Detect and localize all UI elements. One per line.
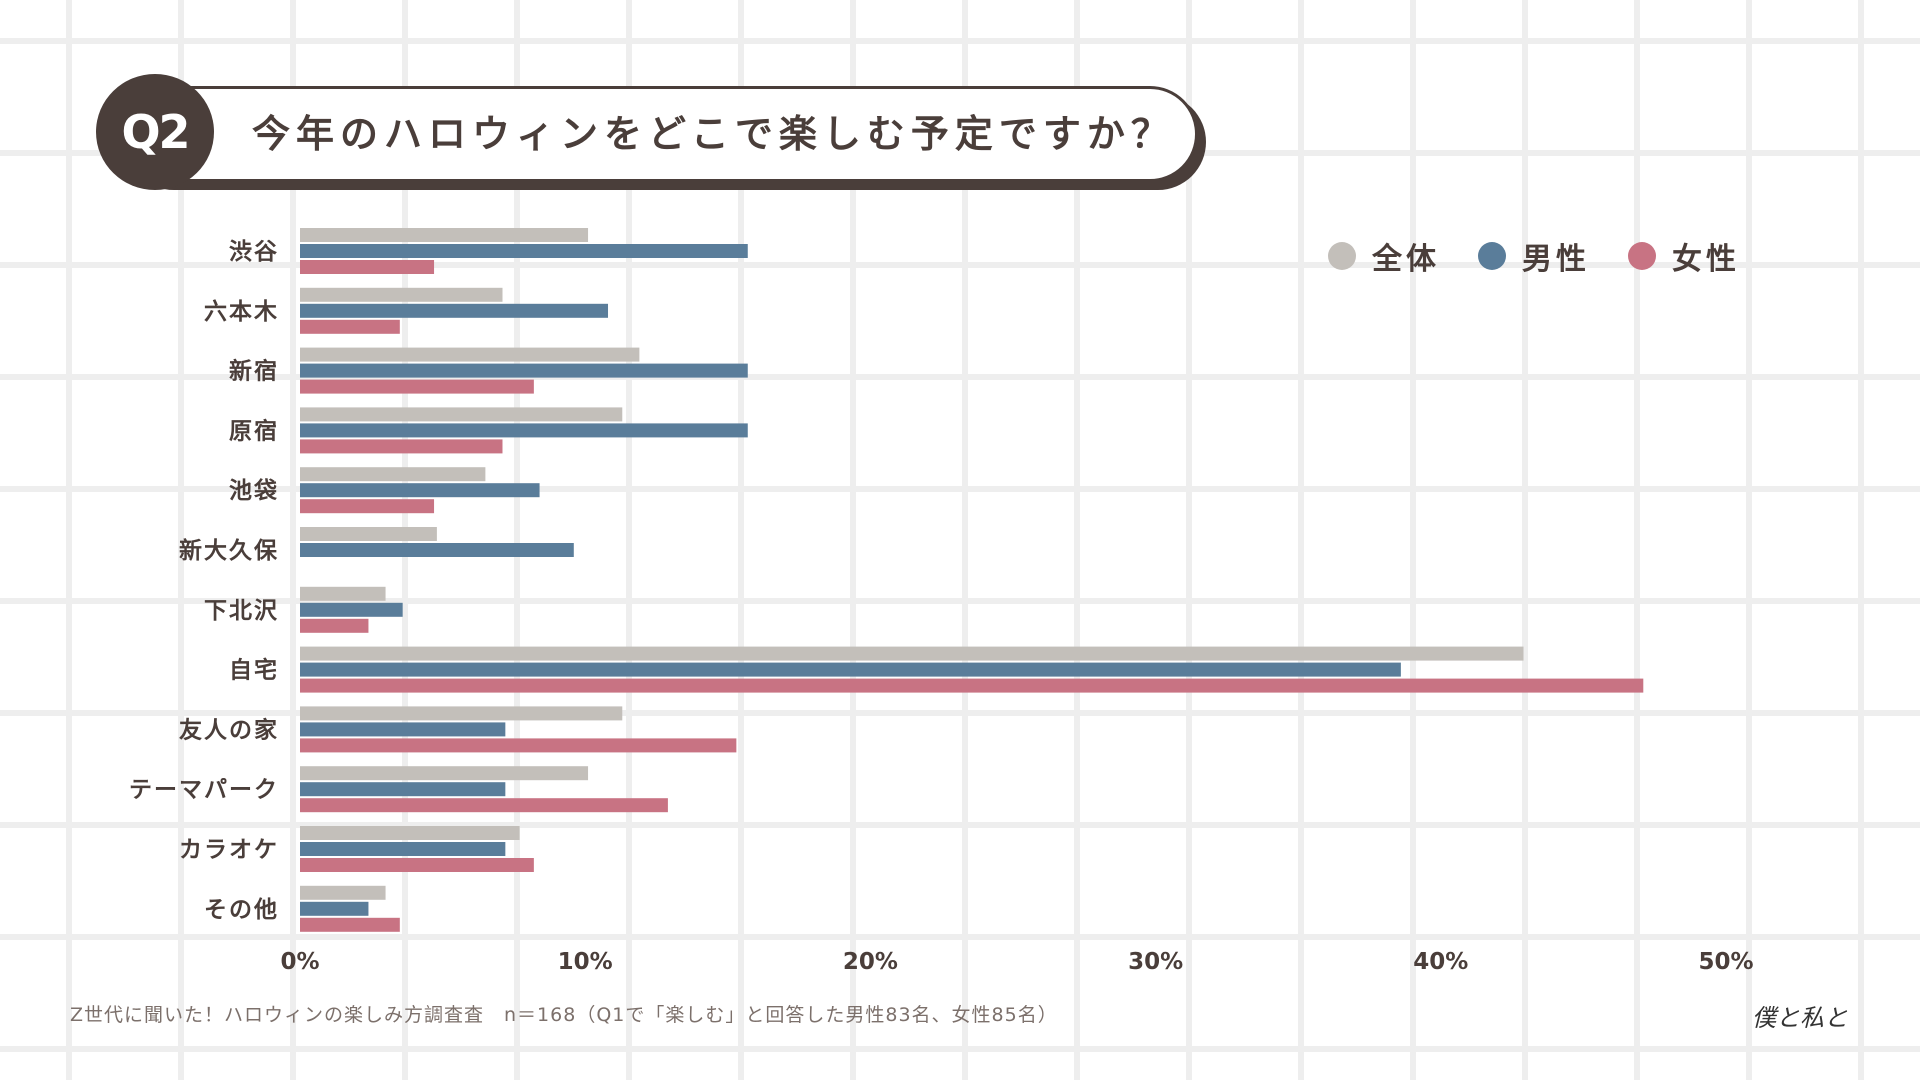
bar-female [300, 858, 534, 872]
category-label: その他 [204, 897, 279, 923]
bar-female [300, 798, 668, 813]
bar-female [300, 439, 503, 454]
bar-total [300, 885, 386, 900]
bar-total [300, 287, 503, 302]
legend-dot-total [1328, 242, 1356, 270]
bar-male [300, 543, 574, 557]
bar-total [300, 407, 623, 422]
bar-female [300, 738, 737, 753]
bar-female [300, 917, 400, 932]
x-tick-label: 40% [1413, 949, 1468, 975]
bar-total [300, 826, 520, 840]
category-label: 新大久保 [179, 537, 279, 564]
category-label: テーマパーク [129, 777, 279, 803]
bar-male [300, 842, 506, 856]
signature-logo: 僕と私と [1752, 1004, 1848, 1032]
bar-total [300, 646, 1524, 661]
legend-label-female: 女性 [1672, 242, 1740, 277]
legend-item-total: 全体 [1328, 234, 1440, 278]
legend-dot-female [1628, 242, 1656, 270]
bar-male [300, 662, 1401, 677]
bar-total [300, 766, 589, 781]
category-label: 渋谷 [229, 239, 279, 265]
x-tick-label: 50% [1698, 949, 1753, 975]
bar-male [300, 602, 403, 617]
bar-female [300, 319, 400, 334]
title-banner [118, 86, 1198, 182]
bar-male [300, 363, 748, 378]
category-label: 下北沢 [204, 598, 279, 624]
legend-item-male: 男性 [1478, 234, 1590, 278]
bar-female [300, 260, 435, 274]
legend-dot-male [1478, 242, 1506, 270]
bar-total [300, 347, 640, 362]
category-label: 原宿 [229, 417, 279, 444]
category-label: カラオケ [179, 837, 279, 863]
bar-male [300, 782, 506, 797]
bar-female [300, 499, 435, 514]
category-label: 友人の家 [179, 716, 279, 743]
legend-item-female: 女性 [1628, 234, 1740, 278]
chart-title: 今年のハロウィンをどこで楽しむ予定ですか？ [252, 112, 1175, 156]
bar-total [300, 706, 623, 721]
category-label: 池袋 [229, 477, 279, 504]
category-label: 新宿 [229, 358, 279, 385]
category-label: 六本木 [204, 299, 279, 325]
bar-male [300, 244, 748, 258]
bar-female [300, 678, 1644, 693]
bar-female [300, 618, 369, 633]
bar-total [300, 586, 386, 601]
x-tick-label: 0% [280, 949, 319, 975]
bar-female [300, 379, 534, 394]
bar-total [300, 527, 437, 541]
legend-label-male: 男性 [1522, 242, 1590, 277]
footnote: Z世代に聞いた！ハロウィンの楽しみ方調査査 n＝168（Q1で「楽しむ」と回答し… [70, 1004, 1058, 1026]
x-tick-label: 30% [1128, 949, 1183, 975]
x-tick-label: 20% [843, 949, 898, 975]
question-badge: Q2 [96, 74, 214, 190]
x-tick-label: 10% [558, 949, 613, 975]
bar-male [300, 483, 540, 498]
legend: 全体 男性 女性 [1328, 232, 1740, 280]
bar-male [300, 303, 609, 318]
category-label: 自宅 [229, 657, 279, 684]
bar-total [300, 228, 589, 242]
bar-total [300, 467, 486, 482]
bar-male [300, 423, 748, 438]
bar-male [300, 722, 506, 737]
legend-label-total: 全体 [1372, 242, 1440, 277]
bar-male [300, 901, 369, 916]
